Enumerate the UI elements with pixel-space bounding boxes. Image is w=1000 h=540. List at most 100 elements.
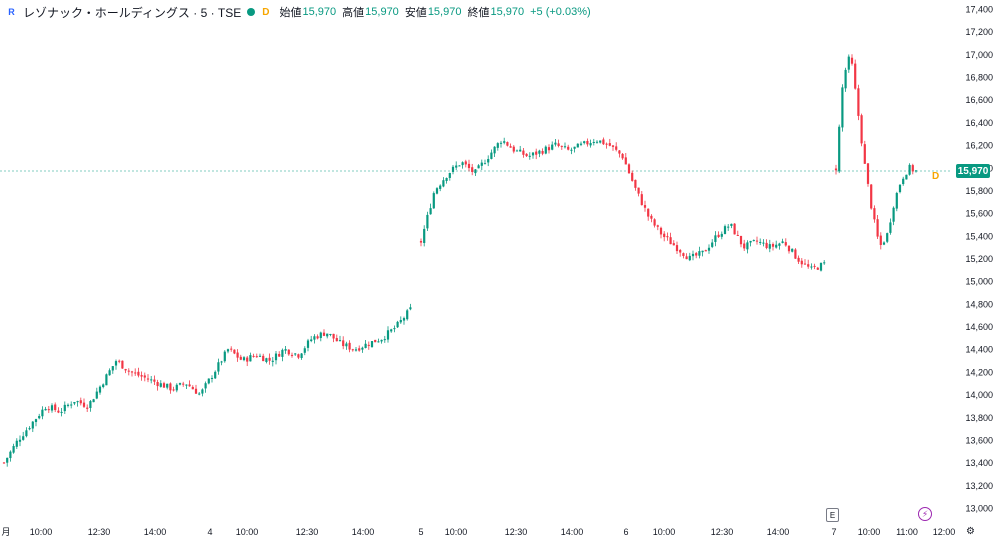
candle-body: [723, 226, 727, 234]
candle-body: [445, 177, 448, 181]
candle-body: [214, 371, 217, 379]
last-bar-marker: D: [932, 171, 940, 182]
candle-body: [688, 255, 691, 261]
time-tick-label: 10:00: [236, 527, 259, 537]
candle-body: [800, 260, 803, 265]
candle-body: [60, 411, 63, 413]
price-tick-label: 13,000: [965, 504, 993, 514]
candle-body: [386, 330, 390, 340]
symbol-legend: R レゾナック・ホールディングス · 5 · TSE D 始値 15,970 高…: [6, 4, 597, 20]
candle-body: [95, 391, 98, 399]
candle-body: [605, 143, 608, 145]
candle-body: [172, 389, 175, 391]
candle-body: [512, 146, 515, 152]
candle-body: [640, 194, 643, 206]
candle-body: [823, 262, 826, 264]
candle-body: [114, 361, 118, 366]
candle-body: [911, 165, 914, 172]
candle-body: [567, 146, 570, 150]
candle-body: [455, 165, 458, 168]
candle-body: [6, 457, 9, 463]
candle-body: [338, 340, 342, 342]
lightning-event-icon[interactable]: ⚡: [918, 507, 932, 521]
candle-body: [618, 150, 621, 154]
candle-body: [367, 344, 370, 346]
candle-body: [844, 69, 847, 89]
price-tick-label: 15,200: [965, 254, 993, 264]
time-tick-label: 5: [418, 527, 423, 537]
candle-body: [402, 318, 406, 321]
status-dot-icon: [247, 8, 256, 16]
candle-body: [739, 235, 743, 245]
candle-body: [873, 208, 876, 220]
candle-body: [130, 371, 134, 373]
candle-body: [348, 342, 351, 350]
candle-body: [210, 377, 214, 379]
candle-body: [423, 228, 426, 244]
candle-body: [342, 340, 345, 347]
candle-body: [813, 265, 816, 267]
candle-body: [255, 356, 258, 358]
time-tick-label: 6: [623, 527, 628, 537]
candle-body: [525, 153, 528, 157]
candle-body: [755, 240, 759, 242]
price-tick-label: 15,800: [965, 186, 993, 196]
candle-body: [223, 351, 226, 362]
candle-body: [621, 153, 624, 159]
candle-body: [178, 383, 182, 385]
open-label: 始値: [279, 7, 302, 19]
candle-body: [838, 126, 841, 172]
settings-gear-icon[interactable]: ⚙: [966, 526, 975, 537]
candle-body: [406, 310, 409, 320]
time-tick-label: 12:00: [933, 527, 956, 537]
candle-body: [70, 404, 73, 406]
candle-body: [226, 349, 230, 352]
candle-body: [57, 410, 60, 413]
candle-body: [34, 419, 38, 423]
candle-body: [730, 223, 733, 226]
candle-body: [316, 336, 319, 339]
candle-body: [519, 149, 522, 152]
candle-body: [86, 407, 89, 409]
price-tick-label: 16,800: [965, 73, 993, 83]
candle-body: [834, 168, 838, 171]
symbol-name[interactable]: レゾナック・ホールディングス · 5 · TSE: [23, 5, 242, 20]
candle-body: [599, 140, 602, 143]
candle-body: [544, 146, 547, 154]
candle-body: [265, 358, 268, 363]
candle-body: [419, 241, 423, 243]
candle-body: [111, 366, 114, 371]
price-tick-label: 14,600: [965, 322, 993, 332]
candle-body: [579, 143, 583, 145]
price-tick-label: 17,400: [965, 5, 993, 15]
candle-body: [810, 266, 813, 268]
candle-body: [143, 375, 146, 378]
price-tick-label: 15,400: [965, 231, 993, 241]
time-tick-label: 12:30: [296, 527, 319, 537]
candle-body: [679, 250, 682, 253]
candle-body: [563, 146, 567, 148]
candle-body: [310, 339, 313, 342]
candle-body: [461, 162, 464, 166]
candle-body: [319, 332, 322, 338]
candle-body: [166, 383, 169, 388]
earnings-badge-icon[interactable]: E: [826, 508, 839, 522]
candle-body: [876, 219, 879, 237]
candle-body: [303, 348, 306, 353]
candle-body: [886, 233, 889, 242]
time-tick-label: 月: [1, 527, 10, 537]
candle-body: [647, 208, 650, 217]
candle-body: [733, 223, 736, 235]
candle-body: [522, 150, 525, 155]
candle-body: [698, 251, 701, 256]
candle-body: [159, 383, 162, 387]
candle-body: [153, 379, 156, 382]
price-tick-label: 13,400: [965, 458, 993, 468]
candle-body: [631, 172, 634, 181]
candle-body: [370, 341, 374, 347]
candle-body: [322, 332, 326, 336]
candle-body: [653, 219, 656, 226]
candle-body: [230, 348, 233, 350]
candle-body: [707, 247, 711, 251]
